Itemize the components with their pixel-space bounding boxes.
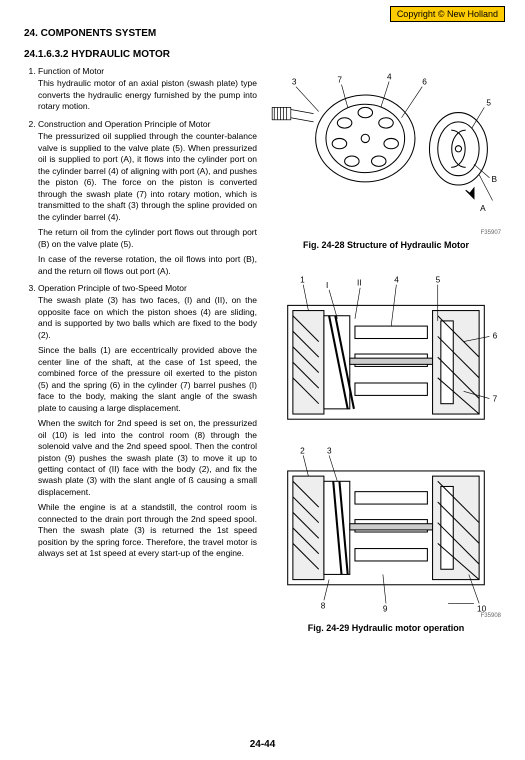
right-column: 3 7 4 6 5 B A F35907 Fig. 24-28 Structur… (267, 66, 505, 647)
figure-caption: Fig. 24-29 Hydraulic motor operation (267, 623, 505, 633)
subsection-header: 24.1.6.3.2 HYDRAULIC MOTOR (24, 49, 505, 60)
li-body: The swash plate (3) has two faces, (I) a… (38, 295, 257, 341)
label: 3 (327, 446, 332, 455)
label-6: 6 (422, 78, 427, 87)
label: 4 (394, 275, 399, 284)
li-body: When the switch for 2nd speed is set on,… (38, 418, 257, 498)
list-item-2: Construction and Operation Principle of … (38, 119, 257, 277)
li-title: Construction and Operation Principle of … (38, 119, 257, 130)
label: 1 (300, 275, 305, 284)
label: 7 (493, 394, 498, 403)
label: II (357, 278, 362, 287)
label: I (326, 280, 328, 289)
label: 5 (436, 275, 441, 284)
page: 24. COMPONENTS SYSTEM 24.1.6.3.2 HYDRAUL… (0, 0, 525, 659)
li-body: In case of the reverse rotation, the oil… (38, 254, 257, 277)
list-item-1: Function of Motor This hydraulic motor o… (38, 66, 257, 113)
li-body: Since the balls (1) are eccentrically pr… (38, 345, 257, 414)
li-title: Function of Motor (38, 66, 257, 77)
li-body: The pressurized oil supplied through the… (38, 131, 257, 223)
figure-24-28: 3 7 4 6 5 B A F35907 Fig. 24-28 Structur… (267, 66, 505, 250)
label: 10 (477, 604, 487, 613)
figure-code: F35907 (267, 230, 505, 236)
label: 9 (383, 604, 388, 613)
hydraulic-motor-structure-svg: 3 7 4 6 5 B A (267, 66, 505, 232)
page-number: 24-44 (0, 739, 525, 750)
figure-24-29: 1 I II 4 5 6 7 (267, 264, 505, 634)
li-body: The return oil from the cylinder port fl… (38, 227, 257, 250)
li-title: Operation Principle of two-Speed Motor (38, 283, 257, 294)
li-body: This hydraulic motor of an axial piston … (38, 78, 257, 112)
label-3: 3 (292, 78, 297, 87)
figure-caption: Fig. 24-28 Structure of Hydraulic Motor (267, 240, 505, 250)
figure-code: F35908 (267, 613, 505, 619)
label: 8 (321, 601, 326, 610)
main-list: Function of Motor This hydraulic motor o… (24, 66, 257, 560)
section-header: 24. COMPONENTS SYSTEM (24, 28, 505, 39)
label-A: A (480, 204, 486, 213)
copyright-badge: Copyright © New Holland (390, 6, 505, 22)
label: 2 (300, 446, 305, 455)
left-column: Function of Motor This hydraulic motor o… (24, 66, 257, 647)
label: 6 (493, 331, 498, 340)
hydraulic-motor-operation-svg: 1 I II 4 5 6 7 (267, 264, 505, 616)
label-4: 4 (387, 72, 392, 81)
li-body: While the engine is at a standstill, the… (38, 502, 257, 559)
label-7: 7 (337, 76, 342, 85)
label-5: 5 (486, 98, 491, 107)
label-B: B (492, 175, 498, 184)
content-row: Function of Motor This hydraulic motor o… (24, 66, 505, 647)
list-item-3: Operation Principle of two-Speed Motor T… (38, 283, 257, 560)
